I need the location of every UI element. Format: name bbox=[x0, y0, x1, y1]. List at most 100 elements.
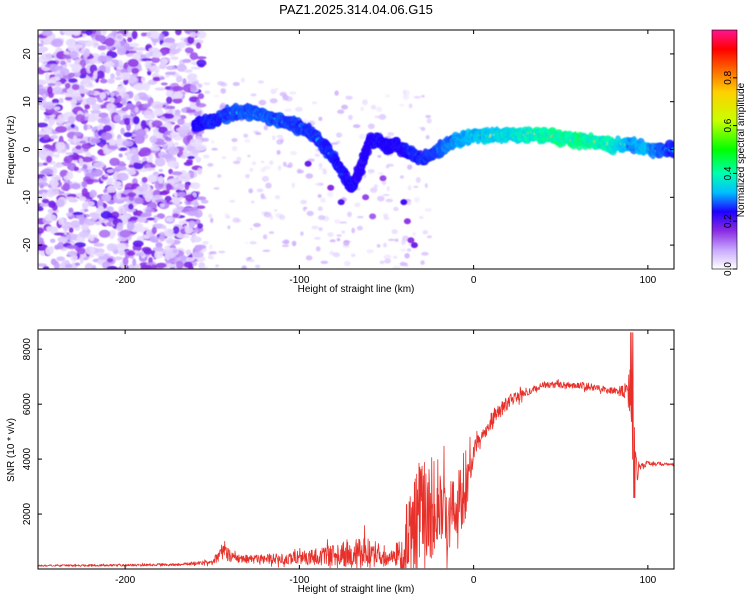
heatmap-noise-blob bbox=[196, 196, 207, 201]
heatmap-noise-blob bbox=[43, 101, 55, 110]
heatmap-noise-blob bbox=[168, 118, 179, 122]
heatmap-noise-blob bbox=[173, 186, 179, 190]
heatmap-noise-blob bbox=[81, 223, 89, 231]
heatmap-noise-blob bbox=[73, 96, 84, 101]
heatmap-noise-blob bbox=[70, 123, 76, 129]
heatmap-noise-blob bbox=[141, 177, 148, 183]
heatmap-noise-blob bbox=[97, 117, 110, 124]
heatmap-noise-blob bbox=[128, 164, 134, 168]
heatmap-noise-blob bbox=[108, 185, 114, 191]
heatmap-noise-blob bbox=[194, 244, 207, 249]
heatmap-noise-blob bbox=[98, 36, 105, 42]
heatmap-secondary-blob bbox=[304, 160, 312, 167]
heatmap-noise-blob bbox=[63, 51, 70, 55]
heatmap-noise-blob bbox=[38, 206, 44, 212]
heatmap-faint-blob bbox=[276, 139, 284, 145]
heatmap-noise-blob bbox=[149, 135, 158, 144]
heatmap-noise-blob bbox=[180, 255, 187, 262]
heatmap-faint-blob bbox=[376, 244, 381, 248]
heatmap-noise-blob bbox=[87, 201, 95, 207]
heatmap-faint-blob bbox=[221, 156, 227, 159]
heatmap-faint-blob bbox=[314, 182, 322, 186]
heatmap-faint-blob bbox=[334, 219, 341, 224]
x-tick-label: 100 bbox=[640, 275, 657, 286]
heatmap-noise-blob bbox=[197, 167, 203, 175]
heatmap-faint-blob bbox=[218, 250, 226, 254]
heatmap-noise-blob bbox=[91, 103, 101, 111]
heatmap-noise-blob bbox=[197, 93, 205, 100]
heatmap-faint-blob bbox=[425, 135, 430, 140]
heatmap-noise-blob bbox=[116, 222, 124, 231]
heatmap-noise-blob bbox=[148, 120, 154, 128]
heatmap-faint-blob bbox=[255, 132, 262, 136]
heatmap-noise-blob bbox=[126, 32, 133, 39]
heatmap-noise-blob bbox=[173, 198, 181, 205]
heatmap-noise-blob bbox=[41, 192, 47, 201]
heatmap-noise-blob bbox=[73, 131, 82, 137]
heatmap-noise-blob bbox=[58, 99, 64, 104]
heatmap-faint-blob bbox=[341, 104, 348, 110]
heatmap-noise-blob bbox=[175, 260, 184, 269]
heatmap-noise-blob bbox=[38, 236, 44, 245]
heatmap-faint-blob bbox=[260, 167, 266, 172]
heatmap-noise-blob bbox=[75, 145, 82, 150]
heatmap-faint-blob bbox=[274, 195, 281, 200]
heatmap-noise-blob bbox=[121, 107, 129, 112]
heatmap-faint-blob bbox=[304, 206, 308, 210]
heatmap-noise-blob bbox=[197, 223, 204, 229]
heatmap-noise-blob bbox=[166, 183, 172, 191]
heatmap-noise-blob bbox=[70, 98, 77, 107]
heatmap-noise-blob bbox=[53, 106, 61, 111]
heatmap-noise-blob bbox=[86, 96, 97, 106]
heatmap-cells bbox=[38, 30, 674, 269]
heatmap-faint-blob bbox=[232, 217, 240, 223]
heatmap-noise-blob bbox=[89, 236, 95, 242]
heatmap-noise-blob bbox=[66, 196, 76, 201]
heatmap-faint-blob bbox=[322, 169, 328, 175]
heatmap-noise-blob bbox=[122, 140, 134, 147]
heatmap-faint-blob bbox=[393, 206, 399, 212]
heatmap-faint-blob bbox=[424, 208, 432, 212]
heatmap-faint-blob bbox=[241, 77, 245, 83]
heatmap-noise-blob bbox=[108, 97, 115, 104]
heatmap-faint-blob bbox=[253, 223, 261, 228]
heatmap-noise-blob bbox=[132, 258, 137, 267]
heatmap-faint-blob bbox=[383, 242, 387, 248]
heatmap-faint-blob bbox=[320, 260, 329, 264]
heatmap-noise-blob bbox=[40, 252, 45, 256]
heatmap-faint-blob bbox=[387, 132, 395, 136]
heatmap-noise-blob bbox=[81, 143, 92, 150]
heatmap-noise-blob bbox=[105, 65, 111, 74]
heatmap-faint-blob bbox=[209, 251, 217, 255]
heatmap-noise-blob bbox=[184, 225, 194, 235]
heatmap-noise-blob bbox=[38, 263, 47, 267]
heatmap-faint-blob bbox=[384, 258, 392, 264]
heatmap-noise-blob bbox=[123, 132, 133, 138]
heatmap-faint-blob bbox=[391, 229, 398, 235]
heatmap-faint-blob bbox=[376, 106, 383, 112]
heatmap-noise-blob bbox=[118, 205, 125, 215]
heatmap-faint-blob bbox=[211, 147, 218, 151]
heatmap-noise-blob bbox=[53, 232, 65, 236]
heatmap-secondary-blob bbox=[337, 199, 345, 206]
heatmap-noise-blob bbox=[119, 72, 131, 81]
heatmap-faint-blob bbox=[336, 234, 342, 237]
heatmap-faint-blob bbox=[394, 238, 399, 242]
heatmap-secondary-blob bbox=[403, 218, 411, 225]
heatmap-noise-blob bbox=[196, 30, 207, 39]
heatmap-noise-blob bbox=[79, 254, 84, 264]
heatmap-noise-blob bbox=[50, 179, 59, 188]
heatmap-faint-blob bbox=[295, 106, 303, 112]
heatmap-faint-blob bbox=[241, 265, 247, 269]
heatmap-noise-blob bbox=[112, 181, 122, 186]
heatmap-noise-blob bbox=[85, 75, 91, 85]
heatmap-noise-blob bbox=[154, 157, 166, 167]
heatmap-faint-blob bbox=[335, 140, 341, 144]
chart-title: PAZ1.2025.314.04.06.G15 bbox=[279, 2, 433, 17]
heatmap-noise-blob bbox=[118, 249, 126, 256]
heatmap-x-axis-label: Height of straight line (km) bbox=[298, 284, 415, 295]
x-tick-label: -100 bbox=[289, 275, 309, 286]
heatmap-faint-blob bbox=[407, 164, 413, 170]
heatmap-noise-blob bbox=[95, 208, 102, 214]
